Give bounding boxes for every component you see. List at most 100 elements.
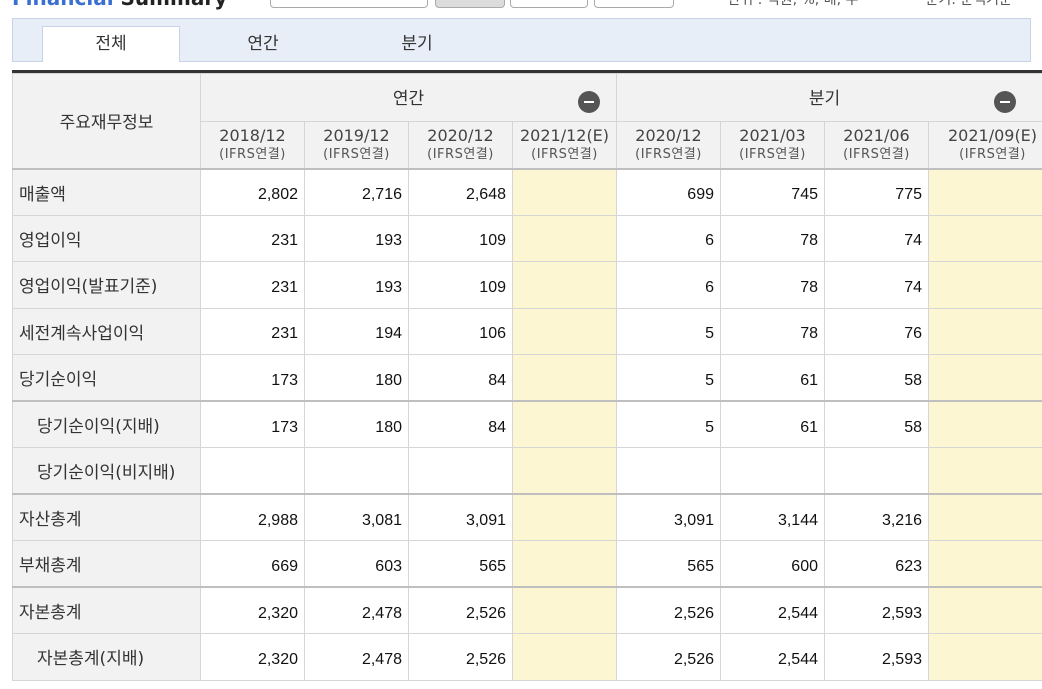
table-cell: 2,988 [200,493,305,541]
collapse-annual-icon[interactable] [578,91,600,113]
table-cell [928,493,1042,541]
table-cell [928,167,1042,216]
table-cell: 84 [408,400,513,448]
row-label[interactable]: 부채총계 [12,540,201,588]
table-cell: 565 [408,540,513,588]
quarterly-group-header: 분기 [616,73,1042,122]
row-label: 자본총계(지배) [12,633,201,681]
table-cell: 3,144 [720,493,825,541]
column-basis: (IFRS연결) [635,147,702,162]
table-cell [512,633,617,681]
table-cell: 600 [720,540,825,588]
next-button[interactable] [594,0,674,8]
table-cell: 2,593 [824,586,929,634]
table-cell: 603 [304,540,409,588]
table-cell: 669 [200,540,305,588]
collapse-quarterly-icon[interactable] [994,91,1016,113]
table-cell: 3,091 [408,493,513,541]
table-cell: 2,478 [304,586,409,634]
table-cell [720,447,825,495]
tab-annual[interactable]: 연간 [247,34,279,54]
table-cell: 109 [408,214,513,262]
table-cell: 78 [720,307,825,355]
table-cell: 5 [616,354,721,402]
table-cell [304,447,409,495]
column-header: 2019/12 (IFRS연결) [304,121,409,169]
column-header: 2021/06 (IFRS연결) [824,121,929,169]
table-cell [512,261,617,309]
title-rest: Summary [121,0,228,10]
table-cell: 2,544 [720,633,825,681]
table-cell: 61 [720,400,825,448]
table-cell: 2,526 [616,633,721,681]
column-date: 2021/12(E) [519,126,610,145]
table-cell: 61 [720,354,825,402]
table-cell [928,400,1042,448]
table-cell: 173 [200,354,305,402]
table-cell: 2,593 [824,633,929,681]
tab-all[interactable]: 전체 [42,26,180,62]
table-cell [512,586,617,634]
table-cell: 2,478 [304,633,409,681]
annual-group-label: 연간 [392,89,425,109]
table-cell: 6 [616,214,721,262]
column-basis: (IFRS연결) [959,147,1026,162]
column-date: 2020/12 [635,126,702,145]
row-label[interactable]: 세전계속사업이익 [12,307,201,355]
table-cell [616,447,721,495]
period-select[interactable] [270,0,428,8]
table-cell: 5 [616,307,721,355]
tab-quarterly[interactable]: 분기 [401,34,433,54]
row-label[interactable]: 자본총계 [12,586,201,634]
table-cell [512,493,617,541]
row-label[interactable]: 매출액 [12,167,201,216]
date-header-row: 2018/12 (IFRS연결) 2019/12 (IFRS연결) 2020/12 (IF… [13,121,1042,169]
top-bar: Financial Summary * 단위 : 억원, %, 배, 주 * 분… [0,0,1042,14]
row-label[interactable]: 영업이익 [12,214,201,262]
table-row: 부채총계 669 603 565 565 600 623 [12,540,1042,588]
search-button[interactable] [435,0,505,8]
column-header: 2021/09(E) (IFRS연결) [928,121,1042,169]
column-header: 2018/12 (IFRS연결) [200,121,305,169]
table-row: 당기순이익(비지배) [12,447,1042,495]
table-cell: 109 [408,261,513,309]
table-cell: 2,526 [616,586,721,634]
table-row: 자본총계 2,320 2,478 2,526 2,526 2,544 2,593 [12,586,1042,634]
table-cell: 2,320 [200,586,305,634]
table-cell: 2,716 [304,167,409,216]
table-row: 자산총계 2,988 3,081 3,091 3,091 3,144 3,216 [12,493,1042,541]
table-cell: 76 [824,307,929,355]
row-label[interactable]: 영업이익(발표기준) [12,261,201,309]
table-row: 매출액 2,802 2,716 2,648 699 745 775 [12,167,1042,216]
row-label[interactable]: 당기순이익 [12,354,201,402]
column-header: 2021/12(E) (IFRS연결) [512,121,617,169]
column-basis: (IFRS연결) [843,147,910,162]
table-cell: 699 [616,167,721,216]
table-row: 영업이익 231 193 109 6 78 74 [12,214,1042,262]
table-row: 당기순이익 173 180 84 5 61 58 [12,354,1042,402]
table-cell [928,447,1042,495]
table-cell: 74 [824,261,929,309]
table-row: 영업이익(발표기준) 231 193 109 6 78 74 [12,261,1042,309]
column-date: 2020/12 [427,126,494,145]
annual-group-header: 연간 [200,73,617,122]
column-header: 2020/12 (IFRS연결) [408,121,513,169]
table-cell [824,447,929,495]
column-basis: (IFRS연결) [219,147,286,162]
table-cell: 5 [616,400,721,448]
column-basis: (IFRS연결) [739,147,806,162]
table-cell: 84 [408,354,513,402]
column-basis: (IFRS연결) [531,147,598,162]
column-date: 2019/12 [323,126,390,145]
table-cell [928,261,1042,309]
table-body: 매출액 2,802 2,716 2,648 699 745 775 영업이익 231 193 109… [12,167,1042,681]
table-cell: 623 [824,540,929,588]
table-cell: 3,216 [824,493,929,541]
quarterly-group-label: 분기 [808,89,841,109]
table-cell: 2,526 [408,586,513,634]
table-cell: 3,091 [616,493,721,541]
unit-note: * 단위 : 억원, %, 배, 주 [716,0,859,8]
table-cell [928,633,1042,681]
prev-button[interactable] [510,0,588,8]
row-label[interactable]: 자산총계 [12,493,201,541]
